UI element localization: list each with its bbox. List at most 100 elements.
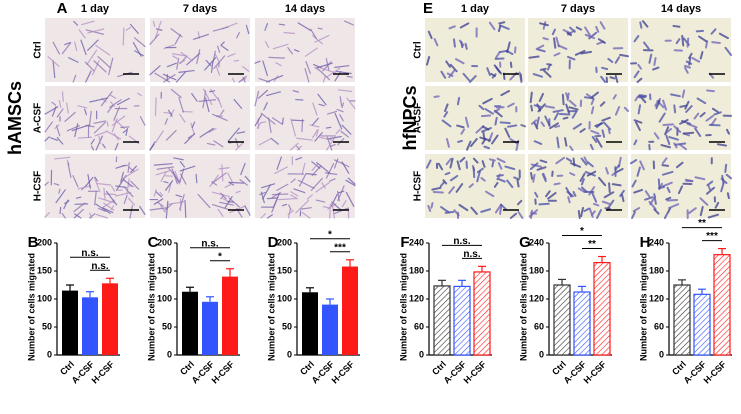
cell-texture [123,186,134,198]
cell-texture [178,69,195,73]
cell-texture [443,111,449,118]
cell-texture [506,41,511,53]
cell-texture [488,158,496,162]
y-tick-label: 0 [539,349,544,359]
cell-texture [504,165,516,171]
cell-texture [233,98,243,109]
cell-texture [214,53,221,64]
cell-texture [339,96,343,107]
cell-texture [653,208,660,215]
cell-texture [87,173,91,189]
cell-texture [257,89,269,99]
cell-texture [339,114,344,122]
cell-texture [193,33,209,40]
cell-texture [59,206,62,215]
cell-texture [460,128,466,135]
cell-texture [530,209,533,219]
cell-texture [304,47,318,57]
cell-texture [305,173,317,176]
cell-texture [679,118,689,125]
cell-texture [497,24,502,33]
cell-texture [455,58,465,65]
cell-texture [437,162,444,171]
cell-texture [565,92,569,100]
y-tick-label: 120 [409,293,424,303]
cell-texture [499,121,511,125]
cell-texture [166,62,177,68]
cell-texture [129,205,133,219]
cell-texture [567,196,571,204]
cell-texture [256,121,262,129]
cell-texture [301,162,306,175]
cell-texture [544,105,555,109]
cell-texture [186,52,201,66]
cell-texture [662,99,668,111]
cell-texture [632,207,641,213]
cell-texture [574,49,586,56]
cell-texture [572,122,583,130]
cell-texture [53,156,71,160]
significance-label: ** [588,239,596,250]
cell-texture [44,136,50,142]
cell-texture [187,134,193,139]
cell-texture [153,198,164,205]
cell-texture [577,187,586,193]
cell-texture [78,29,86,39]
cell-texture [170,88,182,99]
cell-texture [191,121,196,129]
cell-texture [530,163,543,168]
cell-texture [212,113,228,122]
cell-texture [245,24,250,35]
cell-texture [345,179,356,187]
cell-texture [580,157,588,166]
cell-texture [588,186,596,196]
cell-texture [565,103,570,114]
cell-texture [287,47,293,55]
cell-texture [312,129,318,139]
cell-texture [567,55,576,61]
cell-texture [122,129,128,134]
cell-texture [614,164,620,171]
bar [553,284,571,356]
cell-texture [93,120,107,124]
cell-texture [691,57,701,63]
y-tick-label: 50 [162,321,172,331]
y-tick-label: 0 [287,349,292,359]
cell-texture [295,156,303,161]
row-label: A-CSF [33,103,44,134]
cell-texture [54,124,60,130]
cell-texture [84,61,95,72]
cell-texture [171,168,178,185]
cell-texture [312,102,318,116]
cell-texture [221,164,224,182]
cell-texture [591,91,599,98]
cell-texture [134,50,144,57]
cell-texture [211,203,229,210]
cell-texture [496,157,506,164]
cell-texture [296,137,313,141]
cell-texture [644,190,651,198]
cell-texture [66,125,80,132]
cell-texture [584,96,594,100]
cell-texture [556,136,560,149]
cell-texture [335,70,352,75]
cell-texture [311,117,319,126]
cell-texture [219,201,234,206]
cell-texture [519,73,523,83]
cell-texture [462,72,471,82]
cell-texture [499,204,503,215]
cell-texture [205,59,212,67]
cell-texture [89,212,93,219]
y-axis-label: Number of cells migrated [518,253,528,361]
cell-texture [611,170,618,177]
column-header: 14 days [285,3,325,15]
cell-texture [72,74,77,83]
bar [673,284,691,356]
cell-texture [259,191,266,196]
y-tick-label: 0 [419,349,424,359]
cell-texture [494,204,502,214]
cell-texture [281,203,288,207]
cell-texture [491,134,499,145]
cell-texture [87,28,105,34]
cell-texture [315,181,331,193]
